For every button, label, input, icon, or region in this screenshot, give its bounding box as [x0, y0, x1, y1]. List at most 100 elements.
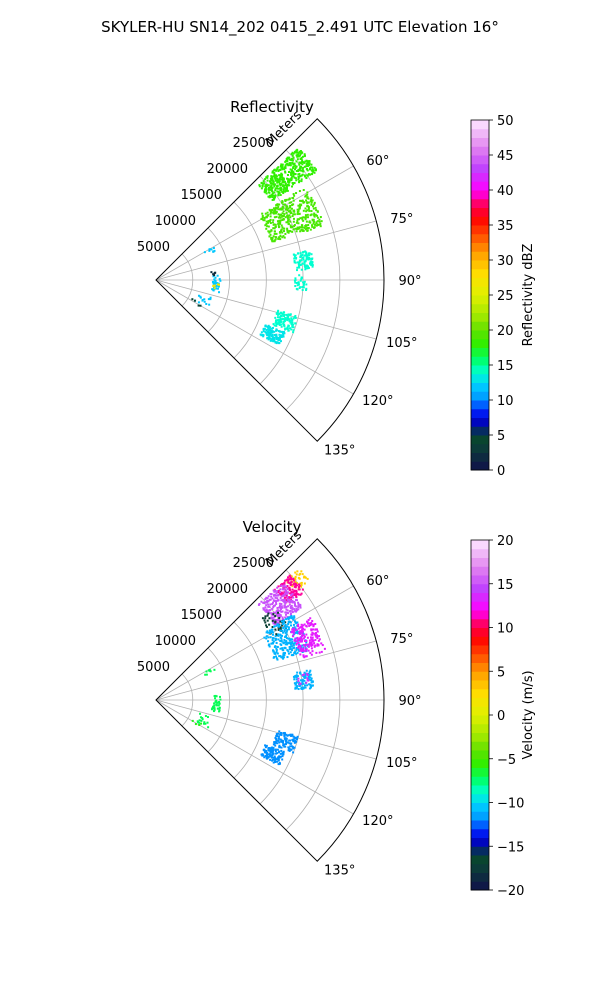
gate-point: [279, 216, 282, 219]
gate-point: [313, 203, 316, 206]
gate-point: [273, 195, 276, 198]
gate-point: [303, 674, 306, 677]
gate-point: [296, 621, 299, 624]
gate-point: [275, 175, 278, 178]
gate-point: [292, 738, 295, 741]
range-tick-label: 5000: [137, 240, 170, 255]
gate-point: [276, 168, 279, 171]
gate-point: [283, 213, 286, 216]
gate-point: [302, 229, 305, 232]
gate-point: [293, 746, 296, 749]
gate-point: [293, 213, 296, 216]
gate-point: [274, 206, 277, 209]
gate-point: [284, 160, 287, 163]
gate-point: [294, 620, 297, 623]
gate-point: [271, 238, 274, 241]
gate-point: [293, 682, 296, 685]
figure-title: SKYLER-HU SN14_202 0415_2.491 UTC Elevat…: [101, 18, 499, 37]
gate-point: [279, 647, 282, 650]
gate-point: [306, 191, 309, 194]
gate-point: [268, 623, 271, 626]
gate-point: [291, 608, 294, 611]
gate-point: [285, 741, 288, 744]
gate-point: [275, 733, 278, 736]
gate-point: [288, 603, 291, 606]
gate-point: [284, 579, 287, 582]
gate-point: [305, 254, 308, 257]
gate-point: [277, 309, 280, 312]
gate-point: [304, 676, 307, 679]
gate-point: [266, 211, 269, 214]
gate-point: [310, 264, 313, 267]
gate-point: [273, 330, 276, 333]
gate-point: [285, 599, 288, 602]
gate-point: [215, 699, 218, 702]
gate-point: [316, 634, 319, 637]
gate-point: [291, 225, 294, 228]
gate-point: [301, 638, 304, 641]
gate-point: [280, 330, 283, 333]
gate-point: [292, 577, 295, 580]
gate-point: [269, 603, 272, 606]
colorbar-segment: [471, 715, 489, 725]
gate-point: [276, 742, 279, 745]
gate-point: [293, 224, 296, 227]
gate-point: [297, 588, 300, 591]
gate-point: [309, 200, 312, 203]
gate-point: [282, 649, 285, 652]
gate-point: [277, 593, 280, 596]
gate-point: [272, 752, 275, 755]
gate-point: [287, 600, 290, 603]
gate-point: [287, 628, 290, 631]
gate-point: [268, 235, 271, 238]
gate-point: [260, 181, 263, 184]
gate-point: [302, 216, 305, 219]
gate-point: [216, 704, 219, 707]
gate-point: [272, 589, 275, 592]
gate-point: [287, 329, 290, 332]
gate-point: [307, 252, 310, 255]
gate-point: [304, 216, 307, 219]
gate-point: [298, 227, 301, 230]
gate-point: [271, 333, 274, 336]
gate-point: [290, 152, 293, 155]
gate-point: [298, 190, 301, 193]
gate-point: [287, 746, 290, 749]
gate-point: [314, 638, 317, 641]
colorbar-segment: [471, 321, 489, 331]
gate-point: [271, 756, 274, 759]
gate-point: [302, 282, 305, 285]
gate-point: [289, 230, 292, 233]
gate-point: [289, 313, 292, 316]
gate-point: [289, 612, 292, 615]
gate-point: [283, 318, 286, 321]
gate-point: [306, 684, 309, 687]
gate-point: [279, 234, 282, 237]
gate-point: [298, 205, 301, 208]
gate-point: [277, 756, 280, 759]
gate-point: [266, 753, 269, 756]
gate-point: [300, 686, 303, 689]
gate-point: [275, 647, 278, 650]
gate-point: [297, 625, 300, 628]
gate-point: [299, 203, 302, 206]
gate-point: [291, 175, 294, 178]
gate-point: [280, 656, 283, 659]
gate-point: [282, 320, 285, 323]
gate-point: [306, 213, 309, 216]
gate-point: [271, 639, 274, 642]
gate-point: [302, 654, 305, 657]
gate-point: [298, 207, 301, 210]
gate-point: [272, 649, 275, 652]
colorbar-segment: [471, 837, 489, 847]
gate-point: [286, 588, 289, 591]
gate-point: [282, 744, 285, 747]
azimuth-tick-label: 105°: [386, 336, 417, 351]
gate-point: [279, 176, 282, 179]
gate-point: [285, 221, 288, 224]
gate-point: [298, 169, 301, 172]
gate-point: [310, 644, 313, 647]
gate-point: [283, 600, 286, 603]
gate-point: [276, 646, 279, 649]
gate-point: [292, 740, 295, 743]
